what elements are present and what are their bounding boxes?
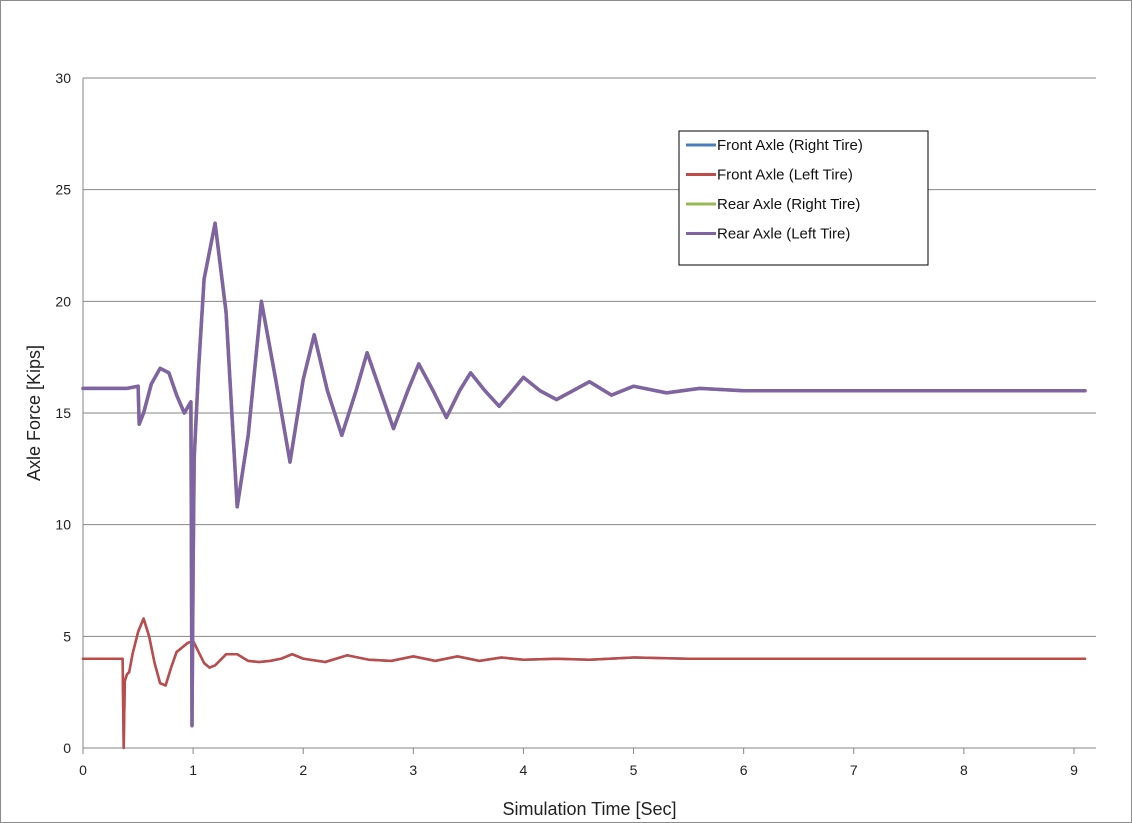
x-tick-label: 3 <box>409 762 417 778</box>
y-tick-label: 25 <box>55 182 71 198</box>
series-line-4 <box>81 221 1087 728</box>
series-line-2 <box>81 617 1087 750</box>
legend-label-1: Front Axle (Right Tire) <box>717 137 863 154</box>
x-tick-label: 1 <box>189 762 197 778</box>
y-tick-label: 15 <box>55 405 71 421</box>
series-line-3 <box>81 221 1087 728</box>
legend-label-4: Rear Axle (Left Tire) <box>717 226 850 243</box>
y-tick-label: 10 <box>55 517 71 533</box>
legend-label-2: Front Axle (Left Tire) <box>717 167 853 184</box>
y-tick-label: 20 <box>55 293 71 309</box>
x-tick-label: 0 <box>79 762 87 778</box>
legend-label-3: Rear Axle (Right Tire) <box>717 196 860 213</box>
legend-items: Front Axle (Right Tire) Front Axle (Left … <box>686 137 863 243</box>
x-tick-label: 6 <box>740 762 748 778</box>
y-tick-label: 5 <box>63 628 71 644</box>
y-axis-title: Axle Force [Kips] <box>24 345 44 481</box>
x-axis-title: Simulation Time [Sec] <box>502 799 676 819</box>
y-tick-labels: 0 5 10 15 20 25 30 <box>55 70 71 756</box>
x-tick-labels: 0 1 2 3 4 5 6 7 8 9 <box>79 762 1078 778</box>
legend: Front Axle (Right Tire) Front Axle (Left … <box>678 130 929 266</box>
y-tick-label: 0 <box>63 740 71 756</box>
x-tick-label: 9 <box>1070 762 1078 778</box>
x-tick-label: 8 <box>960 762 968 778</box>
x-tick-label: 5 <box>630 762 638 778</box>
x-tick-label: 4 <box>520 762 528 778</box>
y-tick-label: 30 <box>55 70 71 86</box>
gridlines <box>83 77 1096 637</box>
series-line-1 <box>81 617 1087 750</box>
x-tick-label: 2 <box>299 762 307 778</box>
series-lines <box>81 221 1087 750</box>
legend-box <box>678 130 929 266</box>
axes <box>82 78 1096 754</box>
x-tick-label: 7 <box>850 762 858 778</box>
